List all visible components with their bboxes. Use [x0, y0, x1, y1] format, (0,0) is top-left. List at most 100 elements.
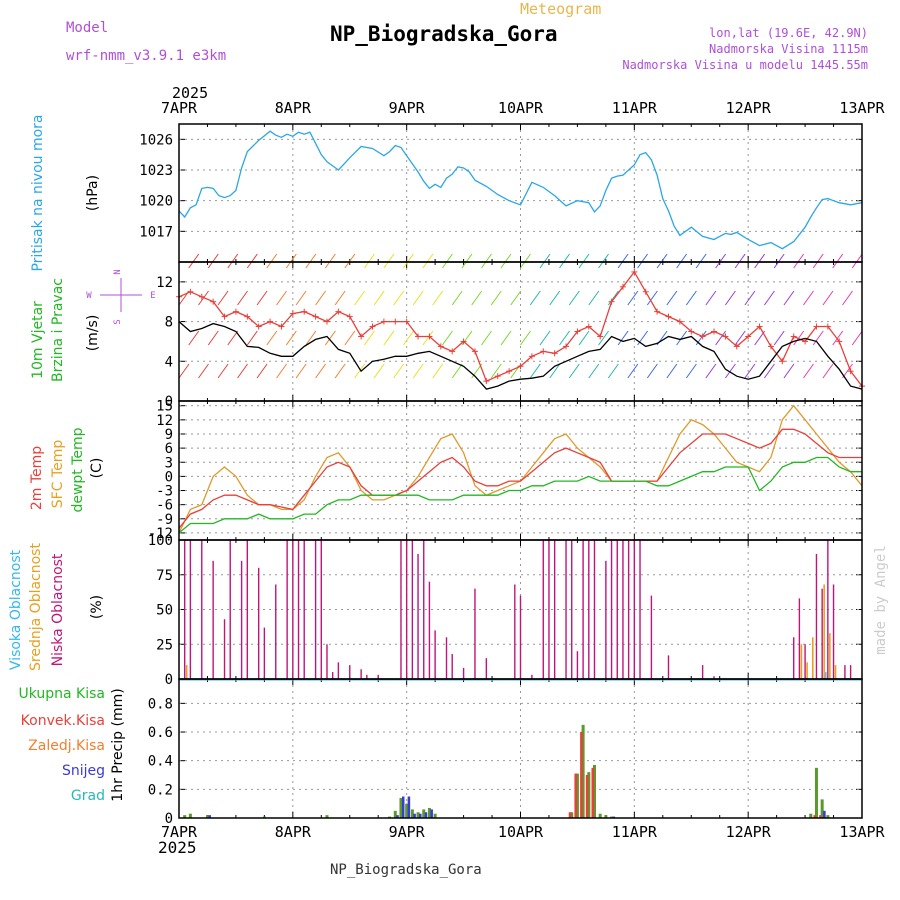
- wind-barb: [315, 290, 327, 306]
- wind-barb: [568, 363, 580, 379]
- wind-barb: [412, 363, 424, 379]
- total-precip-bar: [826, 815, 830, 818]
- wind-barb: [295, 290, 307, 306]
- total-precip-bar: [205, 815, 209, 818]
- year-top: 2025: [172, 84, 209, 102]
- wind-barb: [607, 363, 619, 379]
- wind-barb: [305, 330, 317, 346]
- y-tick-label: 1017: [139, 224, 173, 240]
- dewpt-line: [178, 456, 862, 534]
- wind-barb: [227, 253, 239, 269]
- x-tick-label-bottom: 11APR: [612, 823, 658, 841]
- wind-barb: [393, 363, 405, 379]
- total-precip-bar: [422, 809, 426, 818]
- x-tick-label-bottom: 12APR: [726, 823, 772, 841]
- wind-barb: [237, 363, 248, 379]
- wind-barb: [656, 253, 668, 269]
- sfc-temp-line: [178, 404, 863, 534]
- total-precip-bar: [575, 773, 579, 818]
- wind-barb: [217, 363, 229, 379]
- y-tick-label: -6: [156, 498, 173, 514]
- panel-frame-1: [178, 261, 863, 402]
- snow-bar: [419, 813, 422, 818]
- wind-barb: [344, 330, 356, 346]
- y-tick-label: 9: [165, 427, 173, 443]
- precip-legend-0: Ukupna Kisa: [18, 686, 105, 702]
- precip-legend-4: Grad: [71, 788, 105, 804]
- wind-barb: [334, 290, 346, 306]
- y-tick-label: 75: [156, 568, 173, 584]
- y-tick-label: 50: [156, 603, 173, 619]
- y-tick-label: 15: [156, 399, 173, 415]
- wind-barb: [403, 330, 414, 346]
- wind-barb: [598, 330, 609, 346]
- x-tick-label-top: 9APR: [389, 99, 426, 117]
- wind-barb: [734, 330, 746, 346]
- wind-barb: [276, 363, 287, 379]
- wind-barb: [305, 253, 317, 269]
- snow-bar: [823, 810, 826, 818]
- wind-barb: [568, 290, 580, 306]
- wind-barb: [432, 363, 444, 379]
- cloud-side-label-mid: Srednja Oblacnost: [28, 543, 44, 671]
- conv-precip-bar: [591, 767, 594, 818]
- total-precip-bar: [433, 813, 437, 818]
- x-tick-label-bottom: 10APR: [498, 823, 544, 841]
- temp-2m-line: [178, 428, 862, 529]
- wind-barb: [724, 290, 736, 306]
- pressure-unit-label: (hPa): [85, 175, 101, 211]
- wind-barb: [412, 290, 424, 306]
- wind-barb: [481, 330, 492, 346]
- wind-barb: [539, 253, 551, 269]
- y-tick-label: 100: [148, 533, 173, 549]
- y-tick-label: 8: [165, 315, 173, 331]
- wind-barb: [432, 290, 444, 306]
- total-precip-bar: [393, 810, 397, 818]
- wind-barb: [685, 290, 697, 306]
- x-tick-label-top: 11APR: [612, 99, 658, 117]
- y-tick-label: 3: [165, 455, 173, 471]
- wind-barb: [588, 363, 600, 379]
- wind-barb: [705, 363, 717, 379]
- wind-barb: [617, 253, 629, 269]
- wind-barb: [217, 290, 229, 306]
- y-tick-label: 0: [165, 811, 173, 827]
- wind-barb: [324, 253, 336, 269]
- compass-e: E: [150, 291, 155, 301]
- wind-barb: [461, 253, 473, 269]
- pressure-line: [178, 130, 863, 250]
- wind-barb: [520, 330, 531, 346]
- wind-barb: [617, 330, 629, 346]
- wind-barb: [490, 290, 502, 306]
- wind-side-label-1: 10m Vjetar: [30, 301, 46, 379]
- snow-bar: [424, 812, 428, 818]
- compass-s: S: [113, 319, 123, 324]
- wind-barb: [773, 330, 785, 346]
- cloud-side-label-high: Visoka Oblacnost: [8, 549, 24, 670]
- x-tick-label-top: 8APR: [275, 99, 312, 117]
- y-tick-label: 12: [156, 275, 173, 291]
- wind-barb: [764, 363, 775, 379]
- wind-barb: [500, 330, 512, 346]
- wind-barb: [744, 363, 756, 379]
- y-tick-label: 1023: [139, 163, 173, 179]
- wind-barb: [559, 253, 570, 269]
- total-precip-bar: [581, 724, 585, 818]
- x-tick-label-top: 7APR: [161, 99, 198, 117]
- wind-barb: [793, 253, 805, 269]
- wind-barb: [676, 253, 688, 269]
- model-elevation-info: Nadmorska Visina u modelu 1445.55m: [622, 58, 868, 72]
- wind-barb: [354, 290, 366, 306]
- y-tick-label: 0.6: [148, 725, 173, 741]
- wind-barb: [344, 253, 356, 269]
- y-tick-label: 6: [165, 441, 173, 457]
- total-precip-bar: [188, 813, 192, 818]
- temp-side-label-dewpt: dewpt Temp: [70, 427, 86, 512]
- wind-barb: [207, 330, 219, 346]
- wind-barb: [490, 363, 502, 379]
- wind-barb: [266, 253, 278, 269]
- wind-barb: [627, 363, 639, 379]
- y-tick-label: 0: [165, 672, 173, 688]
- total-precip-bar: [592, 764, 596, 818]
- y-tick-label: -9: [156, 512, 173, 528]
